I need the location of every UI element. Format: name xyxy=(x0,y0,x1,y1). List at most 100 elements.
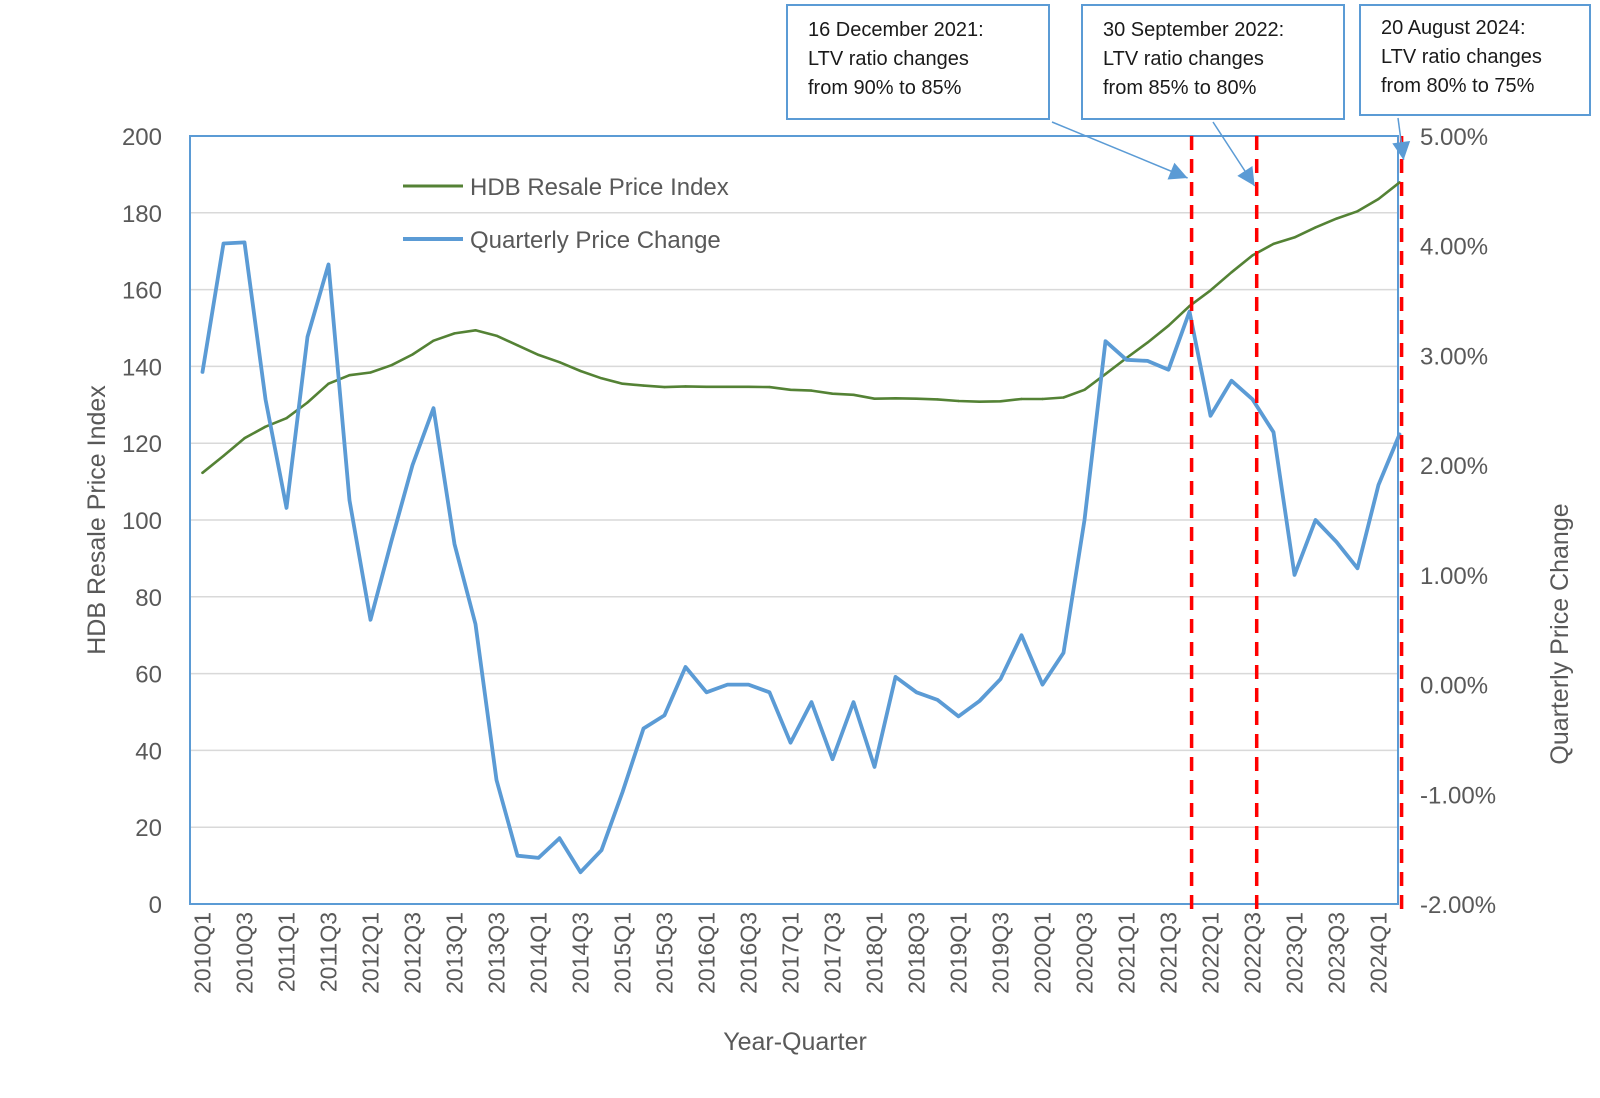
quarterly-change-point xyxy=(1083,518,1086,522)
quarterly-change-point xyxy=(852,700,855,704)
quarterly-change-point xyxy=(1272,431,1275,434)
y-right-axis-title: Quarterly Price Change xyxy=(1546,503,1574,764)
quarterly-change-point xyxy=(495,778,498,782)
annotation-box-aug-2024: 20 August 2024: LTV ratio changes from 8… xyxy=(1359,4,1591,116)
x-tick-label: 2023Q1 xyxy=(1282,912,1308,994)
y-right-tick-label: -2.00% xyxy=(1420,892,1496,919)
x-tick-label: 2020Q1 xyxy=(1030,912,1056,994)
quarterly-change-point xyxy=(726,683,729,686)
y-right-tick-label: -1.00% xyxy=(1420,782,1496,809)
price-index-point xyxy=(222,454,225,458)
event-lines xyxy=(1189,136,1404,910)
legend: HDB Resale Price Index Quarterly Price C… xyxy=(403,174,729,254)
x-tick-label: 2021Q1 xyxy=(1114,912,1140,994)
x-tick-label: 2018Q3 xyxy=(904,912,930,994)
annotation-line: LTV ratio changes xyxy=(808,48,969,70)
y-left-tick-label: 0 xyxy=(149,892,162,919)
y-right-tick-label: 0.00% xyxy=(1420,673,1488,700)
x-tick-label: 2018Q1 xyxy=(862,912,888,994)
price-index-point xyxy=(999,400,1002,403)
x-tick-label: 2015Q3 xyxy=(652,912,678,994)
x-tick-label: 2014Q1 xyxy=(526,912,552,994)
x-tick-label: 2011Q3 xyxy=(316,912,342,992)
annotation-line: from 80% to 75% xyxy=(1381,75,1535,97)
annotation-connector xyxy=(1051,121,1188,179)
price-index-point xyxy=(726,385,729,388)
price-index-point xyxy=(915,397,918,400)
quarterly-change-point xyxy=(411,463,414,467)
quarterly-change-point xyxy=(474,623,477,626)
price-index-point xyxy=(558,361,561,364)
price-index-point xyxy=(978,400,981,403)
quarterly-change-point xyxy=(1062,651,1065,654)
x-tick-label: 2013Q3 xyxy=(484,912,510,994)
annotation-arrowhead xyxy=(1167,162,1188,180)
price-index-point xyxy=(1083,388,1086,391)
quarterly-change-point xyxy=(1398,433,1401,436)
x-tick-label: 2016Q1 xyxy=(694,912,720,994)
price-index-point xyxy=(684,385,687,388)
y-right-tick-label: 5.00% xyxy=(1420,124,1488,151)
price-index-point xyxy=(1020,397,1023,401)
price-index-point xyxy=(390,364,393,367)
price-index-point xyxy=(1314,226,1317,229)
quarterly-change-point xyxy=(1377,483,1380,487)
x-tick-label: 2022Q3 xyxy=(1240,912,1266,994)
legend-label-change: Quarterly Price Change xyxy=(470,227,721,254)
quarterly-change-point xyxy=(642,727,645,730)
axes-layer: 0 20 40 60 80 100 120 140 160 180 200 -2.00% -1.00% 0… xyxy=(122,124,1496,994)
legend-label-index: HDB Resale Price Index xyxy=(470,174,729,201)
quarterly-change-point xyxy=(1104,340,1107,343)
price-index-point xyxy=(1209,289,1212,292)
price-index-point xyxy=(243,437,246,440)
quarterly-change-point xyxy=(915,691,918,694)
y-right-tick-label: 3.00% xyxy=(1420,343,1488,370)
price-index-point xyxy=(516,344,519,347)
y-right-tick-label: 1.00% xyxy=(1420,563,1488,590)
price-index-point xyxy=(810,389,813,392)
price-index-point xyxy=(453,332,456,335)
y-left-tick-label: 100 xyxy=(122,508,162,535)
y-left-tick-label: 20 xyxy=(135,815,162,842)
annotation-box-sep-2022: 30 September 2022: LTV ratio changes fro… xyxy=(1081,4,1345,120)
price-index-point xyxy=(621,382,624,385)
price-index-point xyxy=(936,398,939,401)
y-left-tick-label: 80 xyxy=(135,585,162,612)
quarterly-change-point xyxy=(348,499,351,502)
price-index-point xyxy=(852,393,855,396)
quarterly-change-point xyxy=(390,539,393,542)
price-index-point xyxy=(957,399,960,403)
y-left-tick-label: 60 xyxy=(135,662,162,689)
quarterly-change-point xyxy=(999,677,1002,681)
price-index-point xyxy=(1335,217,1338,220)
quarterly-change-point xyxy=(369,618,372,621)
quarterly-change-point xyxy=(537,856,540,860)
quarterly-change-point xyxy=(957,715,960,718)
quarterly-change-point xyxy=(1041,683,1044,686)
annotation-arrowhead xyxy=(1392,140,1411,160)
annotation-line: from 90% to 85% xyxy=(808,77,962,99)
price-index-point xyxy=(1377,197,1380,201)
quarterly-change-point xyxy=(600,849,603,852)
x-tick-label: 2024Q1 xyxy=(1366,912,1392,994)
quarterly-change-point xyxy=(1230,379,1233,382)
quarterly-change-point xyxy=(516,854,519,857)
price-index-point xyxy=(663,385,666,389)
price-index-point xyxy=(873,397,876,400)
price-index-point xyxy=(831,392,834,395)
x-tick-label: 2012Q1 xyxy=(358,912,384,994)
price-index-point xyxy=(1104,372,1107,376)
quarterly-change-point xyxy=(1251,398,1254,401)
price-index-point xyxy=(432,339,435,342)
price-index-point xyxy=(1041,397,1044,401)
quarterly-change-point xyxy=(768,691,771,694)
quarterly-change-point xyxy=(831,758,834,761)
price-index-point xyxy=(306,401,309,404)
quarterly-change-point xyxy=(789,741,792,744)
x-tick-label: 2019Q3 xyxy=(988,912,1014,994)
quarterly-change-point xyxy=(285,506,288,510)
price-index-point xyxy=(1230,271,1233,274)
price-index-point xyxy=(285,417,288,420)
annotation-line: 30 September 2022: xyxy=(1103,19,1285,41)
